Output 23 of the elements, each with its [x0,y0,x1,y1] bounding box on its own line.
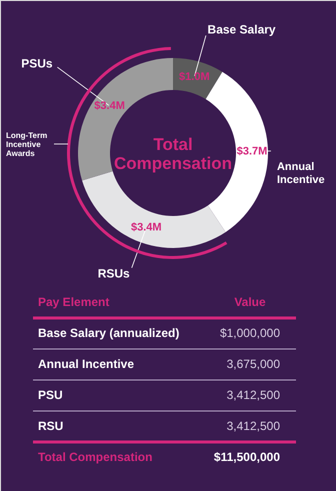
slice-label: Annual Incentive [276,160,325,186]
text: Annual Incentive [38,357,134,371]
text: Total Compensation [114,135,232,173]
text: 3,675,000 [226,357,280,371]
text: Value [234,295,266,309]
slice-label: RSUs [98,266,130,280]
text: 3,412,500 [226,419,280,433]
data-label: $3.4M [94,100,125,112]
text: RSU [38,419,64,433]
slice-label: Base Salary [208,22,276,37]
text: Long-Term Incentive Awards [6,131,48,158]
text: Base Salary (annualized) [38,326,180,340]
text: $1,000,000 [220,326,280,340]
text: Total Compensation [38,450,152,464]
data-label: $3.4M [131,221,162,234]
data-label: $1.0M [179,70,210,83]
text: 3,412,500 [226,388,280,402]
text: Pay Element [38,295,110,309]
slice-label: PSUs [21,56,53,71]
text: PSU [38,388,63,402]
donut-slice [82,171,226,248]
data-label: $3.7M [236,145,268,158]
text: $11,500,000 [214,450,280,464]
